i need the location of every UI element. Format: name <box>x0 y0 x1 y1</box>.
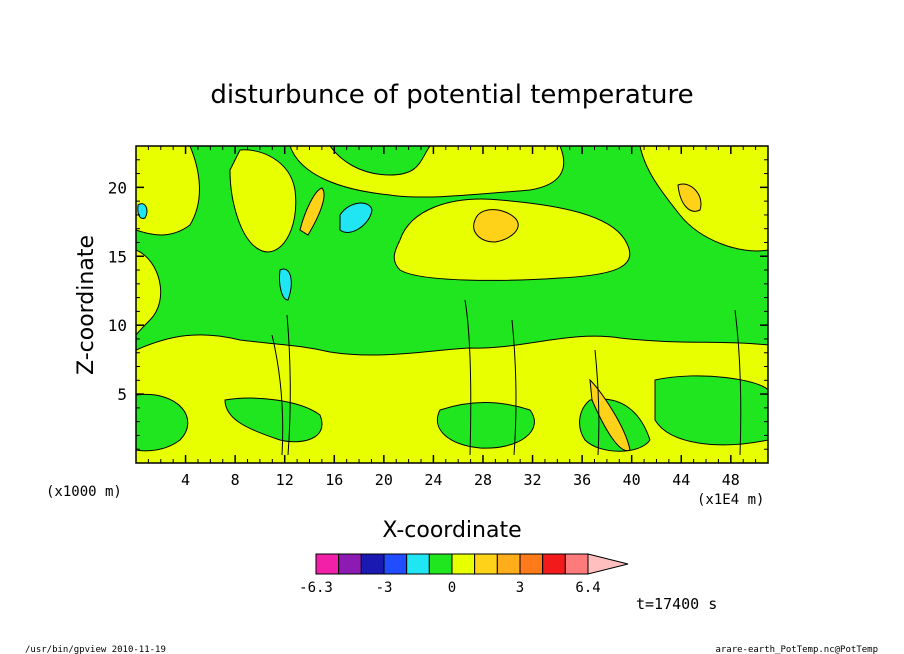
colorbar-cell <box>338 553 362 575</box>
x-tick-label: 8 <box>231 471 240 489</box>
colorbar-cell <box>519 553 544 575</box>
warm-patch <box>299 187 325 236</box>
x-tick-label: 40 <box>623 471 641 489</box>
colorbar-tick-label: -3 <box>376 580 393 596</box>
warm-patch <box>473 209 519 243</box>
footer-right: arare-earth_PotTemp.nc@PotTemp <box>715 645 878 654</box>
upper-positive-region <box>136 146 200 236</box>
upper-positive-region <box>393 198 631 281</box>
colorbar-cell <box>474 553 498 575</box>
y-axis-label: Z-coordinate <box>74 235 99 375</box>
x-axis: 4 8 12 16 20 24 28 32 36 40 44 48 <box>147 146 757 489</box>
colorbar-cell <box>451 553 476 575</box>
cold-patch <box>137 203 148 219</box>
x-tick-label: 44 <box>672 471 690 489</box>
lower-negative-patch <box>136 393 189 452</box>
colorbar-cell <box>383 553 408 575</box>
y-tick-label: 15 <box>108 247 127 266</box>
footer-left: /usr/bin/gpview 2010-11-19 <box>25 645 166 654</box>
contour-field <box>136 146 768 463</box>
x-tick-label: 4 <box>181 471 190 489</box>
colorbar-cell <box>428 553 453 575</box>
x-tick-label: 24 <box>424 471 442 489</box>
x-unit-label: (x1E4 m) <box>697 492 764 508</box>
colorbar: -6.3 -3 0 3 6.4 <box>299 553 629 596</box>
x-tick-label: 28 <box>474 471 492 489</box>
colorbar-extend-arrow <box>587 553 629 575</box>
y-tick-label: 20 <box>108 178 127 197</box>
colorbar-cell <box>406 553 430 575</box>
colorbar-tick-label: -6.3 <box>299 580 333 596</box>
colorbar-tick-label: 0 <box>448 580 456 596</box>
cold-patch <box>279 268 292 301</box>
x-tick-label: 12 <box>276 471 294 489</box>
upper-positive-region <box>289 146 565 198</box>
x-tick-label: 32 <box>524 471 542 489</box>
z-unit-label: (x1000 m) <box>46 484 122 500</box>
y-tick-label: 10 <box>108 316 127 335</box>
x-tick-label: 48 <box>722 471 740 489</box>
colorbar-cell <box>542 553 566 575</box>
x-tick-label: 20 <box>375 471 393 489</box>
colorbar-cell <box>360 553 385 575</box>
chart-title: disturbunce of potential temperature <box>210 80 693 110</box>
x-tick-label: 16 <box>325 471 343 489</box>
colorbar-cell <box>564 553 589 575</box>
colorbar-tick-label: 6.4 <box>575 580 600 596</box>
y-axis: 5 10 15 20 <box>108 159 768 450</box>
colorbar-cell <box>315 553 340 575</box>
colorbar-tick-label: 3 <box>516 580 524 596</box>
upper-positive-region <box>639 146 768 252</box>
plot-frame <box>135 145 769 464</box>
warm-patch <box>589 378 631 452</box>
lower-negative-patch <box>224 397 323 443</box>
lower-negative-patch <box>437 402 535 449</box>
y-tick-label: 5 <box>117 385 127 404</box>
colorbar-cell <box>496 553 521 575</box>
cold-patch <box>339 202 373 233</box>
plume-contours <box>271 299 742 456</box>
upper-positive-region <box>229 149 297 253</box>
warm-patch <box>677 183 702 212</box>
x-axis-label: X-coordinate <box>382 518 521 543</box>
x-tick-label: 36 <box>573 471 591 489</box>
time-label: t=17400 s <box>636 595 717 613</box>
lower-negative-patch <box>654 375 768 446</box>
